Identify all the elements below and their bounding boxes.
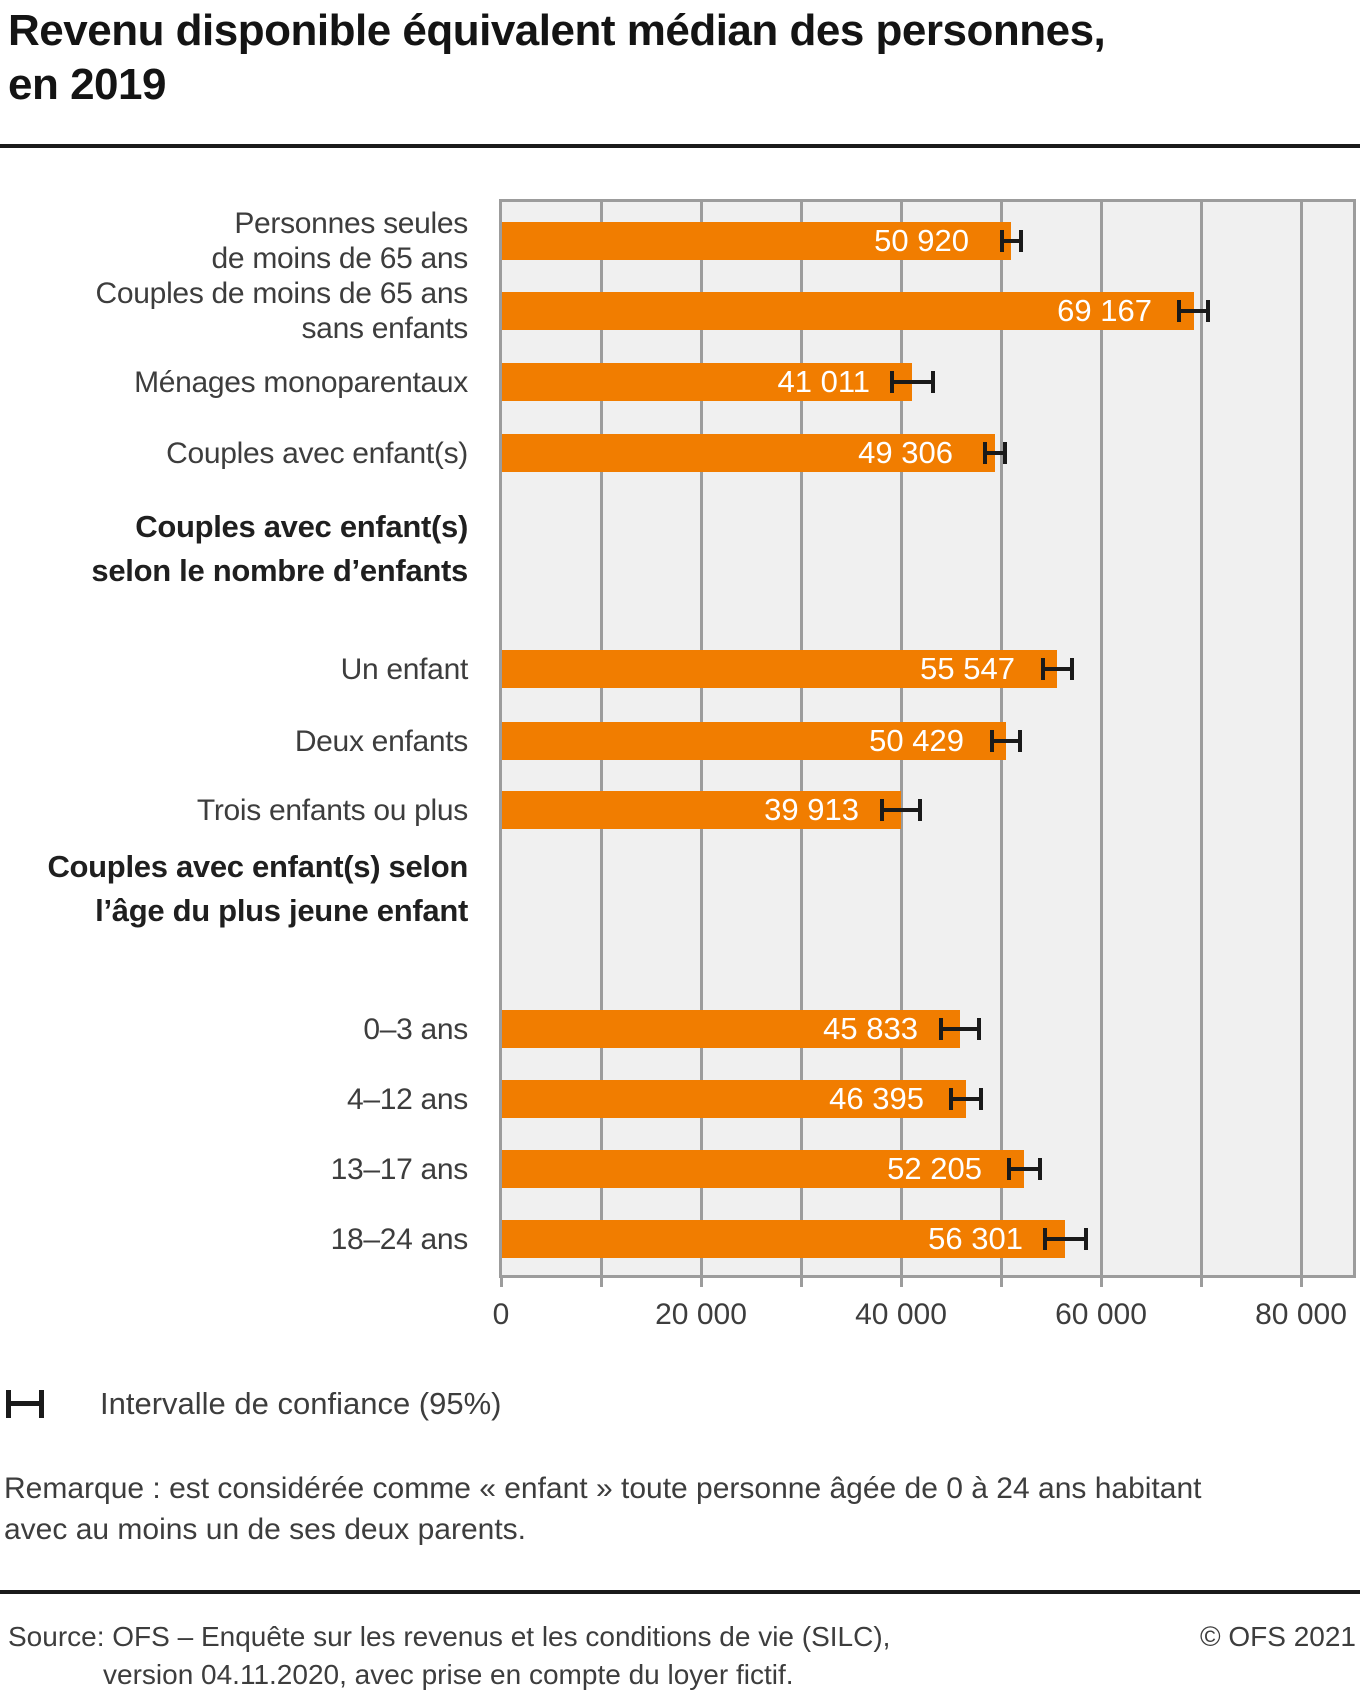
category-label-line: Deux enfants: [294, 724, 468, 758]
bar: 52 205: [502, 1150, 1024, 1188]
category-label-line: Personnes seules: [234, 207, 468, 240]
category-label: Deux enfants: [0, 705, 468, 777]
category-label: 4–12 ans: [0, 1063, 468, 1135]
bar-value-label: 50 429: [869, 723, 964, 758]
axis-tick: [600, 1278, 603, 1287]
axis-tick: [1200, 1278, 1203, 1287]
group-header-line: selon le nombre d’enfants: [91, 553, 468, 588]
bar-value-label: 49 306: [858, 435, 953, 470]
title-divider: [0, 144, 1360, 148]
bar: 55 547: [502, 650, 1057, 688]
x-axis-label: 60 000: [1055, 1298, 1147, 1331]
confidence-interval: [890, 371, 935, 393]
bar: 69 167: [502, 292, 1194, 330]
category-label-line: Trois enfants ou plus: [196, 793, 468, 827]
category-label: Trois enfants ou plus: [0, 774, 468, 846]
category-labels: Personnes seules de moins de 65 ans Couple…: [0, 0, 468, 1693]
source-text: OFS – Enquête sur les revenus et les con…: [112, 1621, 891, 1652]
axis-tick: [1100, 1278, 1103, 1287]
category-label-line: Un enfant: [340, 652, 469, 686]
axis-tick: [800, 1278, 803, 1287]
bar-value-label: 69 167: [1057, 293, 1152, 328]
x-axis-label: 0: [492, 1298, 510, 1331]
category-label-line: 0–3 ans: [363, 1012, 468, 1046]
confidence-interval: [1043, 1228, 1088, 1250]
bar-value-label: 39 913: [764, 792, 859, 827]
bar: 41 011: [502, 363, 912, 401]
confidence-interval: [949, 1088, 983, 1110]
axis-tick: [1300, 1278, 1303, 1287]
footer-divider: [0, 1590, 1360, 1594]
axis-tick: [500, 1278, 503, 1287]
gridline: [1300, 202, 1303, 1275]
bar-value-label: 56 301: [928, 1221, 1023, 1256]
confidence-interval: [1007, 1158, 1042, 1180]
x-axis-label: 40 000: [855, 1298, 947, 1331]
category-label: Ménages monoparentaux: [0, 346, 468, 418]
bar: 50 920: [502, 222, 1011, 260]
confidence-interval: [1177, 300, 1210, 322]
axis-tick: [1000, 1278, 1003, 1287]
bar: 46 395: [502, 1080, 966, 1118]
x-axis-label: 20 000: [655, 1298, 747, 1331]
group-header-line: l’âge du plus jeune enfant: [95, 893, 468, 928]
confidence-interval: [880, 799, 922, 821]
category-label: 13–17 ans: [0, 1133, 469, 1205]
category-label-line: Couples avec enfant(s): [166, 436, 468, 470]
category-label: Couples de moins de 65 ans sans enfants: [0, 275, 469, 347]
legend-label: Intervalle de confiance (95%): [100, 1386, 502, 1421]
source-label: Source:: [8, 1621, 105, 1652]
x-axis-label: 80 000: [1255, 1298, 1347, 1331]
category-label-line: 18–24 ans: [330, 1222, 469, 1256]
category-label: 0–3 ans: [0, 993, 468, 1065]
page-title: Revenu disponible équivalent médian des …: [8, 4, 1352, 112]
group-header-line: Couples avec enfant(s): [135, 509, 468, 544]
bar-value-label: 45 833: [823, 1011, 918, 1046]
category-label-line: 4–12 ans: [346, 1082, 468, 1116]
category-label-line: 13–17 ans: [330, 1152, 469, 1186]
category-label: 18–24 ans: [0, 1203, 469, 1275]
confidence-interval: [990, 730, 1022, 752]
bar: 49 306: [502, 434, 995, 472]
bar-value-label: 50 920: [874, 223, 969, 258]
bar: 39 913: [502, 791, 901, 829]
bar-value-label: 52 205: [887, 1151, 982, 1186]
category-label-line: sans enfants: [301, 312, 468, 345]
axis-tick: [900, 1278, 903, 1287]
legend: Intervalle de confiance (95%): [6, 1386, 502, 1422]
bar: 45 833: [502, 1010, 960, 1048]
source-line2: version 04.11.2020, avec prise en compte…: [103, 1659, 794, 1690]
confidence-interval-icon: [6, 1390, 44, 1418]
page-title-line1: Revenu disponible équivalent médian des …: [8, 6, 1106, 55]
axis-tick: [700, 1278, 703, 1287]
group-header: Couples avec enfant(s) selon le nombre d’…: [0, 505, 468, 593]
bar-value-label: 55 547: [920, 651, 1015, 686]
category-label-line: Ménages monoparentaux: [134, 365, 468, 399]
page-title-line2: en 2019: [8, 60, 166, 109]
remark-line1: Remarque : est considérée comme « enfant…: [4, 1472, 1202, 1505]
confidence-interval: [939, 1018, 981, 1040]
bar-value-label: 46 395: [829, 1081, 924, 1116]
bar: 56 301: [502, 1220, 1065, 1258]
confidence-interval: [983, 442, 1007, 464]
gridline: [1200, 202, 1203, 1275]
category-label: Un enfant: [0, 633, 469, 705]
bar-value-label: 41 011: [777, 364, 870, 399]
copyright: © OFS 2021: [1199, 1621, 1356, 1652]
confidence-interval: [1000, 230, 1023, 252]
confidence-interval: [1041, 658, 1074, 680]
remark-note: Remarque : est considérée comme « enfant…: [4, 1468, 1344, 1550]
plot-area: 50 920 69 167 41 011 49 306 55 547 50 429 39 9…: [499, 199, 1356, 1278]
category-label: Personnes seules de moins de 65 ans: [0, 205, 469, 277]
category-label-line: Couples de moins de 65 ans: [95, 277, 469, 310]
category-label-line: de moins de 65 ans: [211, 242, 469, 275]
group-header-line: Couples avec enfant(s) selon: [47, 849, 468, 884]
source-line1: Source: OFS – Enquête sur les revenus et…: [8, 1618, 890, 1656]
category-label: Couples avec enfant(s): [0, 417, 468, 489]
bar: 50 429: [502, 722, 1006, 760]
remark-line2: avec au moins un de ses deux parents.: [4, 1513, 526, 1546]
group-header: Couples avec enfant(s) selon l’âge du plu…: [0, 845, 468, 933]
gridline: [1100, 202, 1103, 1275]
